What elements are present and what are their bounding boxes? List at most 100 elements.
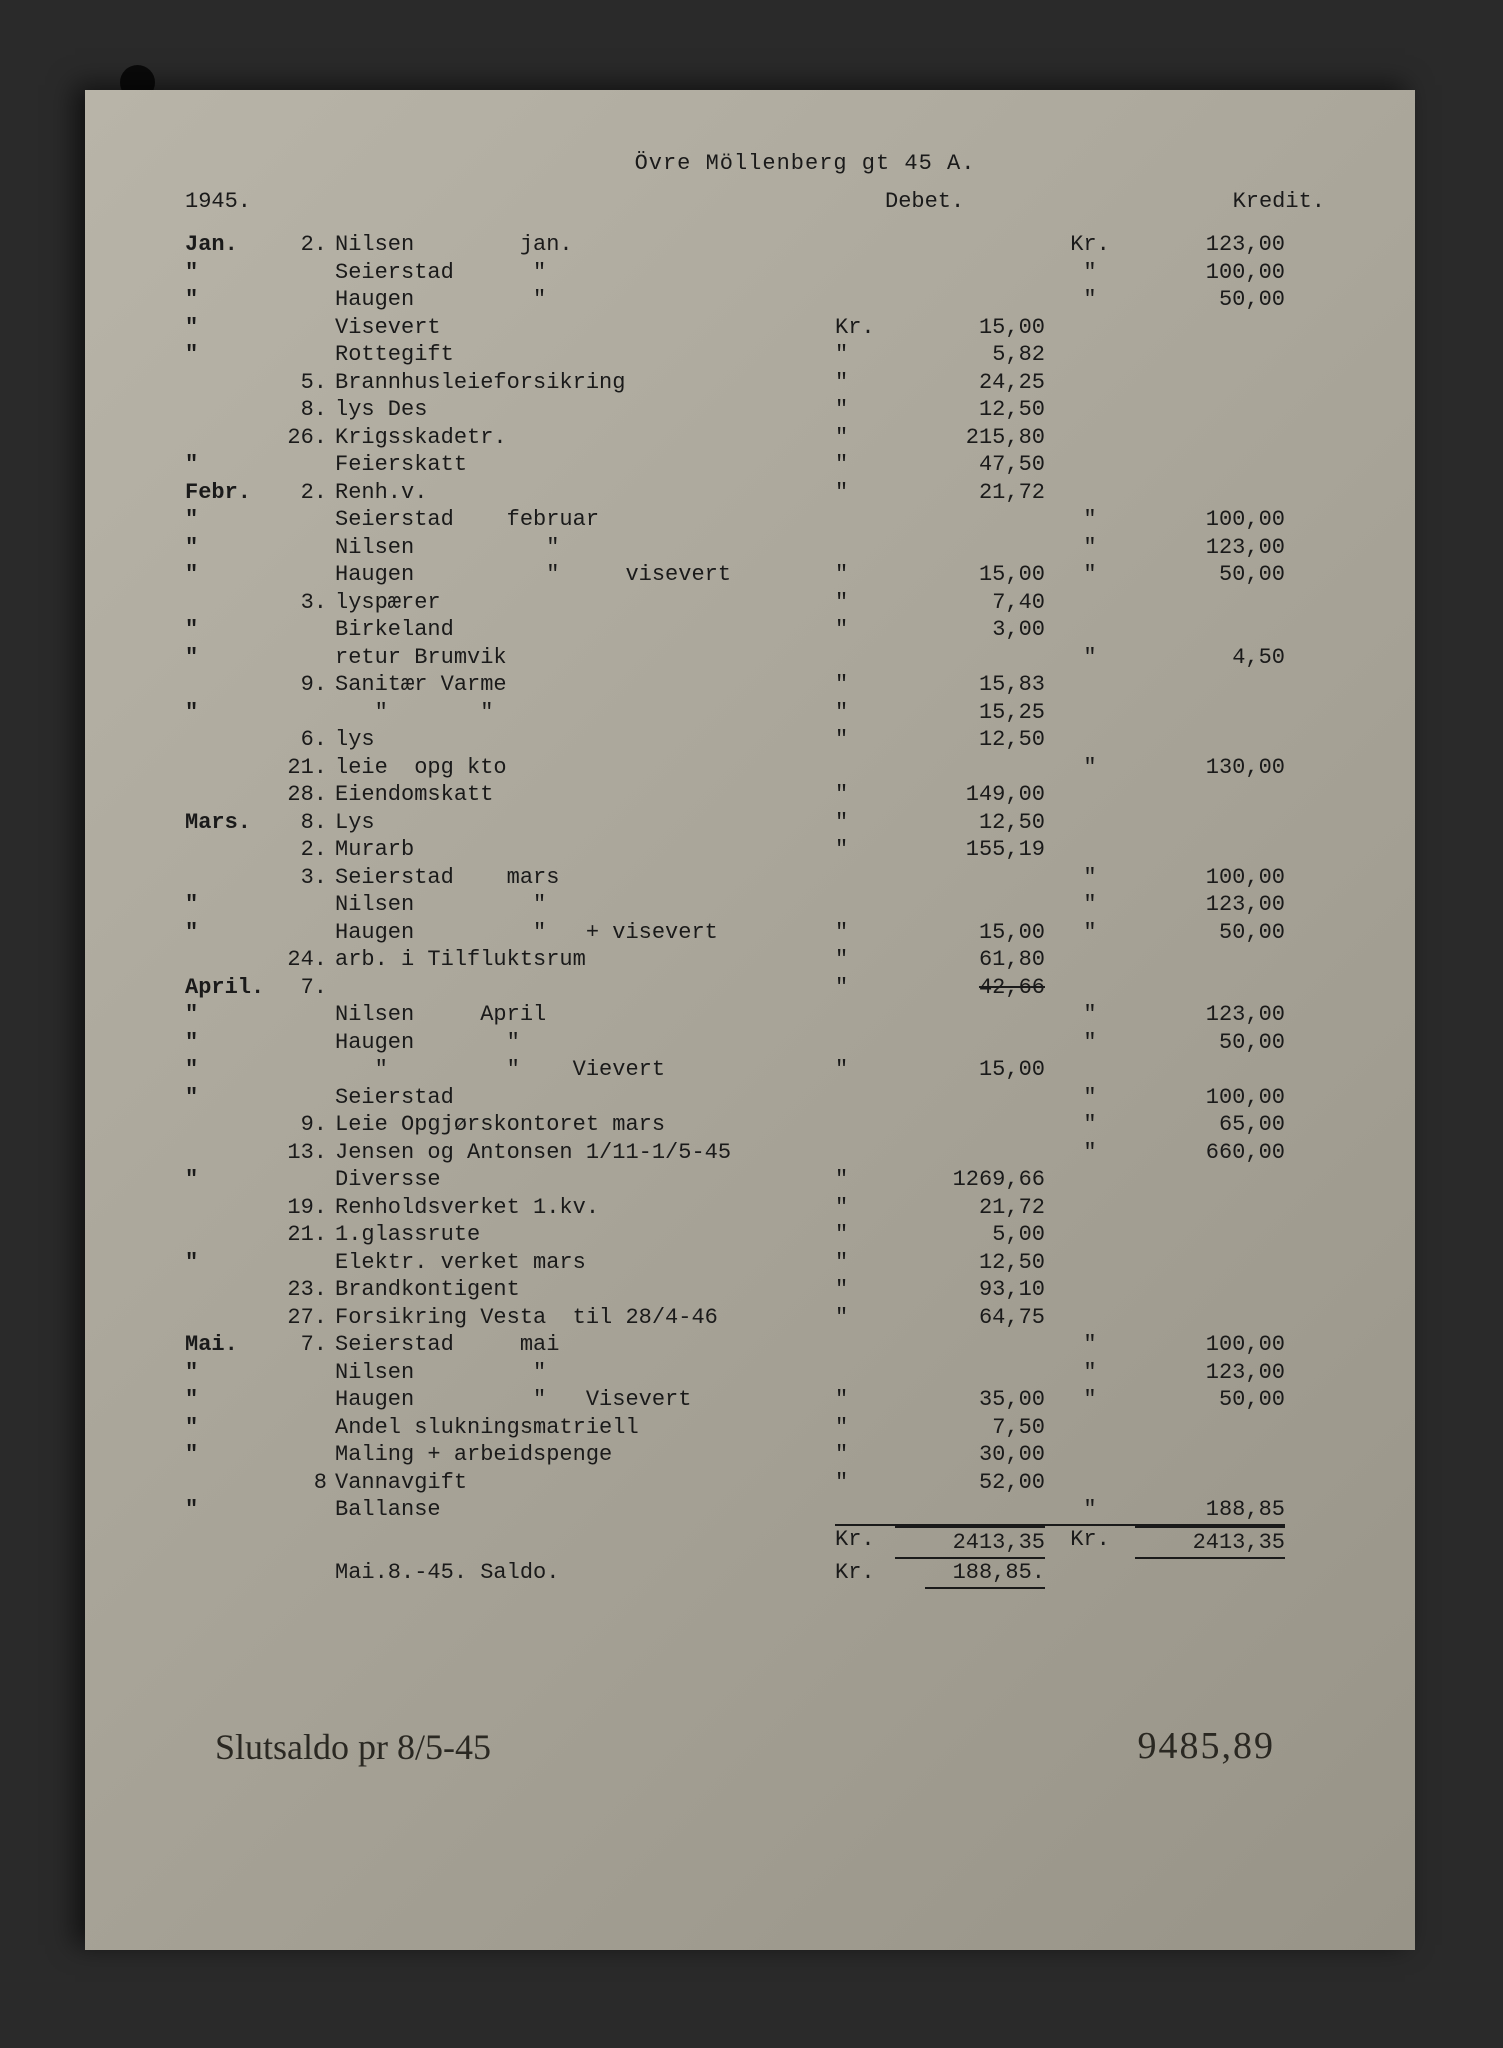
cell-kredit-currency: ": [1045, 1001, 1135, 1029]
cell-debet-value: [895, 1359, 1045, 1387]
scan-background: Övre Möllenberg gt 45 A. 1945. Debet. Kr…: [0, 0, 1503, 2048]
cell-debet-value: 12,50: [895, 1249, 1045, 1277]
cell-kredit-currency: [1045, 1056, 1135, 1084]
cell-kredit-value: 123,00: [1135, 891, 1285, 919]
cell-debet-currency: [835, 534, 895, 562]
cell-debet-value: 24,25: [895, 369, 1045, 397]
cell-month: ": [185, 1056, 280, 1084]
cell-kredit-currency: [1045, 1166, 1135, 1194]
cell-day: [280, 616, 335, 644]
cell-debet-currency: ": [835, 341, 895, 369]
cell-debet-value: 12,50: [895, 726, 1045, 754]
cell-kredit-currency: ": [1045, 1139, 1135, 1167]
cell-debet-currency: ": [835, 699, 895, 727]
cell-day: 8.: [280, 396, 335, 424]
cell-debet-currency: [835, 1001, 895, 1029]
cell-debet-value: [895, 864, 1045, 892]
cell-kredit-currency: [1045, 1221, 1135, 1249]
ledger-row: "Ballanse"188,85: [185, 1496, 1325, 1524]
page-title: Övre Möllenberg gt 45 A.: [285, 150, 1325, 178]
saldo-value: 188,85.: [895, 1559, 1045, 1589]
cell-description: " " Vievert: [335, 1056, 835, 1084]
cell-month: [185, 946, 280, 974]
cell-day: [280, 919, 335, 947]
cell-debet-value: 15,00: [895, 919, 1045, 947]
cell-kredit-currency: ": [1045, 919, 1135, 947]
ledger-row: Jan.2.Nilsen jan.Kr.123,00: [185, 231, 1325, 259]
cell-description: Haugen ": [335, 286, 835, 314]
ledger-row: "Haugen ""50,00: [185, 286, 1325, 314]
cell-kredit-value: [1135, 589, 1285, 617]
cell-month: April.: [185, 974, 280, 1002]
ledger-row: Mars.8.Lys"12,50: [185, 809, 1325, 837]
cell-kredit-value: [1135, 974, 1285, 1002]
ledger-row: "Rottegift"5,82: [185, 341, 1325, 369]
ledger-row: 3.Seierstad mars"100,00: [185, 864, 1325, 892]
cell-month: Mars.: [185, 809, 280, 837]
cell-month: [185, 754, 280, 782]
cell-kredit-currency: [1045, 589, 1135, 617]
cell-kredit-currency: [1045, 1194, 1135, 1222]
cell-debet-currency: ": [835, 1249, 895, 1277]
cell-description: Nilsen ": [335, 891, 835, 919]
cell-description: Seierstad mai: [335, 1331, 835, 1359]
cell-month: ": [185, 1001, 280, 1029]
cell-description: Maling + arbeidspenge: [335, 1441, 835, 1469]
cell-debet-currency: [835, 231, 895, 259]
ledger-row: 13.Jensen og Antonsen 1/11-1/5-45"660,00: [185, 1139, 1325, 1167]
cell-debet-currency: ": [835, 1441, 895, 1469]
cell-debet-currency: ": [835, 561, 895, 589]
cell-kredit-value: [1135, 1276, 1285, 1304]
cell-description: Jensen og Antonsen 1/11-1/5-45: [335, 1139, 835, 1167]
cell-debet-value: 5,00: [895, 1221, 1045, 1249]
cell-day: 21.: [280, 1221, 335, 1249]
cell-debet-value: 15,00: [895, 314, 1045, 342]
cell-description: Feierskatt: [335, 451, 835, 479]
year-label: 1945.: [185, 188, 305, 216]
cell-debet-value: [895, 1029, 1045, 1057]
cell-kredit-value: [1135, 369, 1285, 397]
cell-day: [280, 561, 335, 589]
ledger-row: 8.lys Des"12,50: [185, 396, 1325, 424]
cell-kredit-currency: ": [1045, 1084, 1135, 1112]
cell-debet-value: [895, 231, 1045, 259]
cell-debet-currency: Kr.: [835, 314, 895, 342]
cell-debet-currency: ": [835, 1304, 895, 1332]
cell-day: 19.: [280, 1194, 335, 1222]
cell-kredit-currency: [1045, 1469, 1135, 1497]
cell-kredit-currency: ": [1045, 534, 1135, 562]
cell-debet-currency: [835, 1029, 895, 1057]
cell-debet-currency: ": [835, 1276, 895, 1304]
cell-month: ": [185, 314, 280, 342]
cell-kredit-value: 50,00: [1135, 561, 1285, 589]
cell-day: 9.: [280, 1111, 335, 1139]
cell-day: 13.: [280, 1139, 335, 1167]
cell-kredit-value: 65,00: [1135, 1111, 1285, 1139]
cell-month: [185, 424, 280, 452]
cell-description: Forsikring Vesta til 28/4-46: [335, 1304, 835, 1332]
cell-kredit-value: [1135, 726, 1285, 754]
cell-kredit-value: [1135, 314, 1285, 342]
cell-day: [280, 259, 335, 287]
cell-kredit-value: 123,00: [1135, 231, 1285, 259]
handwritten-note-left: Slutsaldo pr 8/5-45: [215, 1725, 491, 1770]
cell-debet-value: 93,10: [895, 1276, 1045, 1304]
cell-day: [280, 1166, 335, 1194]
cell-description: Krigsskadetr.: [335, 424, 835, 452]
cell-debet-currency: ": [835, 1166, 895, 1194]
cell-description: Renh.v.: [335, 479, 835, 507]
ledger-row: " " ""15,25: [185, 699, 1325, 727]
ledger-row: 2.Murarb"155,19: [185, 836, 1325, 864]
cell-debet-currency: [835, 1359, 895, 1387]
cell-description: lyspærer: [335, 589, 835, 617]
cell-month: ": [185, 534, 280, 562]
cell-debet-currency: ": [835, 974, 895, 1002]
cell-kredit-value: [1135, 699, 1285, 727]
cell-kredit-value: 100,00: [1135, 259, 1285, 287]
cell-kredit-currency: ": [1045, 754, 1135, 782]
cell-description: Haugen " visevert: [335, 561, 835, 589]
cell-debet-value: 42,66: [895, 974, 1045, 1002]
total-kredit-currency: Kr.: [1045, 1524, 1135, 1560]
cell-month: ": [185, 644, 280, 672]
header-debet: Debet.: [885, 188, 1125, 216]
